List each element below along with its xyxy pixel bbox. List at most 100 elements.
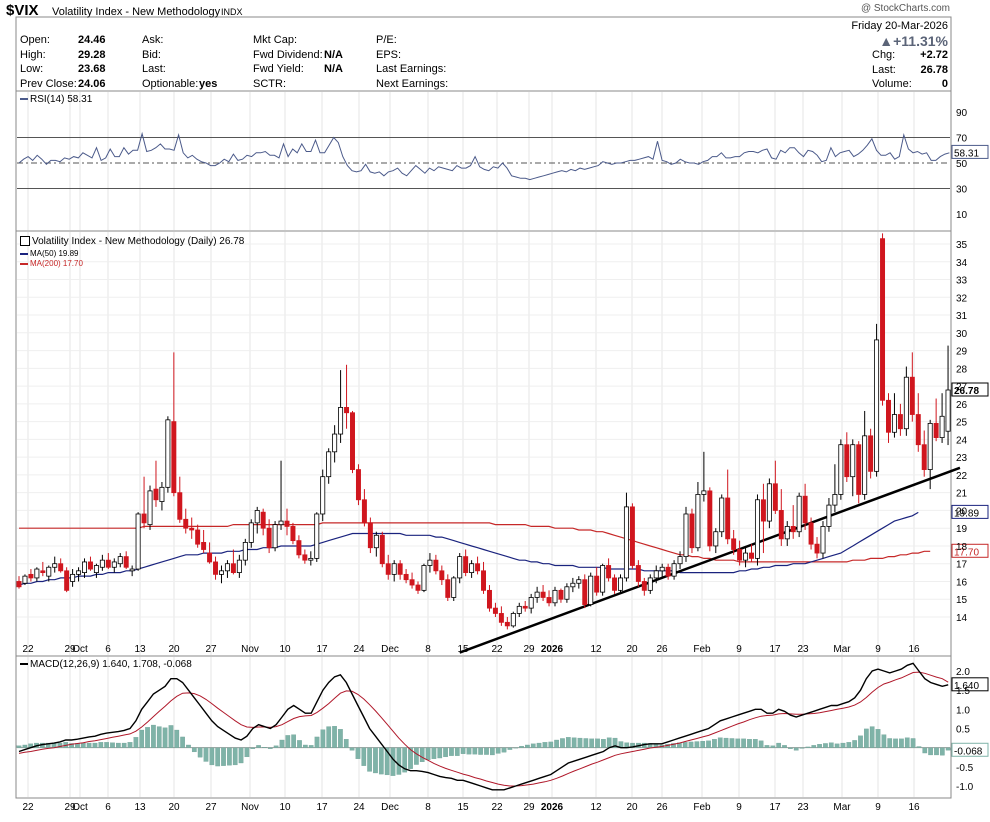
candle-body [516,605,522,614]
candle-body [248,522,254,543]
x-tick-label: 9 [875,644,881,655]
quote-value: +2.72 [920,49,948,61]
macd-histogram-bar [577,737,583,748]
candle-body [171,421,177,494]
x-tick-label: Feb [693,644,711,655]
panel-frame [15,90,952,232]
macd-histogram-bar [425,747,431,761]
macd-histogram-bar [466,747,472,755]
macd-histogram-bar [460,747,466,754]
macd-histogram-bar [893,738,898,748]
macd-histogram-bar [279,739,285,748]
candle-body [689,513,695,549]
macd-histogram-bar [414,747,419,765]
macd-histogram-bar [554,739,559,748]
candle-body [635,565,641,582]
watermark: @ StockCharts.com [860,3,950,14]
panel-frame [15,655,952,799]
ma50-line [18,511,919,586]
macd-histogram-bar [267,747,273,749]
quote-value: 24.46 [78,34,106,46]
candle-body [99,559,105,568]
macd-histogram-bar [472,747,478,755]
candle-body [564,586,570,600]
candle-body [481,570,487,591]
price-tick-label: 29 [956,347,968,358]
x-tick-label: 17 [769,802,781,813]
macd-histogram-bar [16,745,22,748]
x-tick-label: 29 [523,644,535,655]
macd-histogram-bar [303,744,308,748]
candle-body [540,591,546,598]
quote-label: Open: [20,34,50,46]
rsi-tick-label: 10 [956,210,968,221]
x-tick-label: 6 [105,802,111,813]
price-tick-label: 23 [956,453,968,464]
x-tick-label: 9 [736,802,742,813]
quote-label: Ask: [142,34,164,46]
candle-body [52,563,58,568]
candle-body [618,577,623,591]
candle-body [790,526,796,533]
macd-histogram-bar [776,742,782,748]
candle-body [665,566,671,577]
candle-body [159,486,165,502]
price-tick-label: 26 [956,400,968,411]
candle-body [177,492,183,520]
rsi-tick-label: 30 [956,185,968,196]
x-tick-label: 29 [64,644,76,655]
candle-body [623,506,629,579]
candle-body [653,570,659,579]
candle-body [570,582,576,588]
macd-histogram-bar [688,741,694,748]
candle-body [492,607,498,614]
price-tick-label: 14 [956,613,968,624]
x-tick-label: 23 [797,802,809,813]
candle-body [260,511,266,529]
quote-label: Last: [872,63,896,76]
x-tick-label: 20 [168,644,180,655]
last-price-box-label: 26.78 [954,386,979,397]
candle-body [695,494,701,549]
macd-histogram-bar [513,747,519,749]
candle-body [254,510,260,524]
candle-body [820,526,826,554]
x-tick-label: 17 [769,644,781,655]
macd-histogram-bar [811,745,817,748]
candle-body [677,556,683,565]
price-tick-label: 24 [956,435,968,446]
quote-value: N/A [324,63,343,75]
macd-histogram-bar [221,747,226,766]
macd-histogram-bar [519,745,524,748]
macd-histogram-bar [203,747,209,762]
exchange: INDX [221,7,243,17]
candle-body [117,556,123,565]
macd-histogram-bar [507,747,513,750]
candle-body [129,568,135,572]
quote-value: 24.06 [78,77,106,90]
x-tick-label: 15 [457,644,469,655]
macd-histogram-bar [887,738,893,748]
quote-label: Bid: [142,48,161,61]
candle-body [70,573,76,582]
candle-body [498,613,504,623]
macd-histogram-bar [367,747,372,772]
candle-body [784,526,790,540]
macd-histogram-bar [764,745,770,748]
macd-histogram-bar [145,727,150,748]
x-tick-label: 8 [425,644,431,655]
candle-body [808,522,814,545]
macd-histogram-bar [256,745,261,748]
macd-histogram-bar [419,747,425,763]
macd-histogram-bar [834,743,840,748]
candle-body [844,444,850,478]
quote-label: Volume: [872,78,912,90]
macd-hist-box [951,742,989,757]
candle-body [594,575,600,593]
price-tick-label: 17 [956,560,968,571]
candle-body [868,435,874,472]
macd-histogram-bar [384,747,390,776]
x-tick-label: 9 [736,644,742,655]
macd-histogram-bar [501,747,507,753]
